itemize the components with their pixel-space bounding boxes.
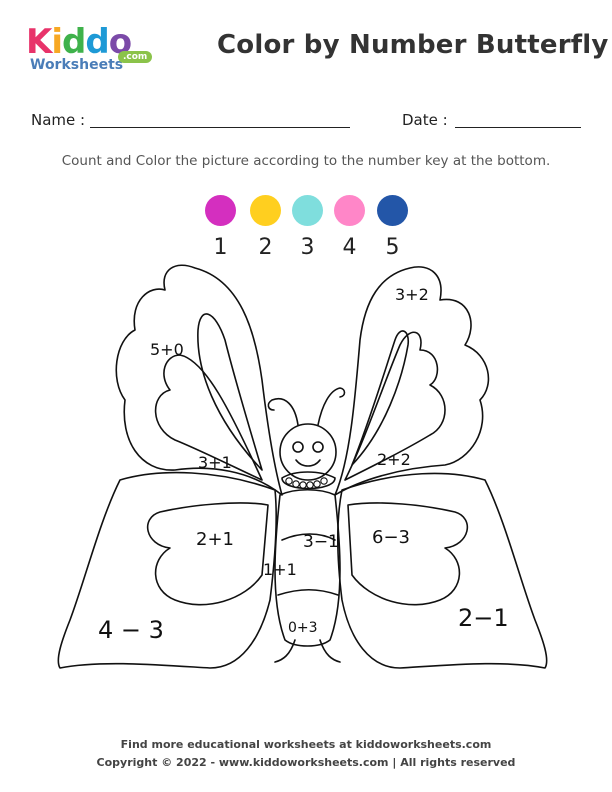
footer-promo: Find more educational worksheets at kidd… — [120, 738, 492, 751]
logo-letter: d — [85, 22, 109, 62]
color-key-number: 5 — [385, 235, 400, 260]
left-upper-wing-inner-loop — [197, 313, 263, 471]
butterfly-head — [279, 423, 337, 481]
butterfly-antenna — [317, 387, 346, 426]
name-label: Name : — [31, 111, 86, 129]
region-label: 3+1 — [198, 453, 232, 472]
region-label: 2+1 — [196, 529, 234, 550]
region-label: 3−1 — [303, 532, 339, 552]
color-swatch-1 — [205, 195, 236, 226]
butterfly-eye — [292, 441, 304, 453]
left-upper-wing — [115, 264, 283, 496]
right-upper-wing-inner-loop — [351, 330, 410, 466]
date-field[interactable] — [455, 127, 581, 128]
logo-tld-badge: .com — [118, 51, 153, 63]
region-label: 0+3 — [288, 620, 318, 636]
left-upper-wing-inner-loop — [154, 354, 263, 481]
region-label: 5+0 — [150, 340, 184, 359]
brand-logo: Kiddo Worksheets .com — [26, 22, 166, 76]
body-tail-line — [274, 639, 296, 663]
body-segment-line — [281, 533, 336, 541]
color-key-number: 2 — [258, 235, 273, 260]
left-lower-wing — [57, 471, 277, 669]
color-swatch-3 — [292, 195, 323, 226]
page-title: Color by Number Butterfly — [217, 30, 609, 60]
region-label: 4 − 3 — [98, 616, 164, 644]
region-label: 1+1 — [263, 560, 297, 579]
region-label: 2+2 — [377, 450, 411, 469]
left-lower-wing-inner — [146, 502, 269, 606]
body-tail-line — [319, 639, 341, 663]
butterfly-body — [274, 488, 341, 647]
logo-wordmark: Kiddo — [26, 22, 132, 62]
date-label: Date : — [402, 111, 448, 129]
region-label: 3+2 — [395, 285, 429, 304]
footer-copyright: Copyright © 2022 - www.kiddoworksheets.c… — [96, 756, 516, 769]
butterfly-mouth — [295, 459, 321, 467]
color-swatch-2 — [250, 195, 281, 226]
name-field[interactable] — [90, 127, 350, 128]
region-label: 6−3 — [372, 527, 410, 548]
butterfly-antenna — [267, 398, 299, 426]
body-segment-line — [277, 588, 339, 596]
right-upper-wing — [334, 266, 490, 496]
right-upper-wing-inner-loop — [344, 331, 446, 481]
color-swatch-4 — [334, 195, 365, 226]
color-swatch-5 — [377, 195, 408, 226]
right-lower-wing — [337, 472, 548, 669]
logo-letter: K — [26, 22, 52, 62]
right-lower-wing-inner — [347, 502, 469, 606]
instructions: Count and Color the picture according to… — [61, 153, 551, 169]
butterfly-collar — [281, 471, 336, 490]
logo-letter: i — [51, 22, 63, 62]
logo-letter: d — [62, 22, 86, 62]
logo-subtitle: Worksheets — [30, 57, 124, 73]
region-label: 2−1 — [458, 604, 509, 632]
color-key-number: 3 — [300, 235, 315, 260]
butterfly-eye — [312, 441, 324, 453]
color-key-number: 1 — [213, 235, 228, 260]
color-key-number: 4 — [342, 235, 357, 260]
